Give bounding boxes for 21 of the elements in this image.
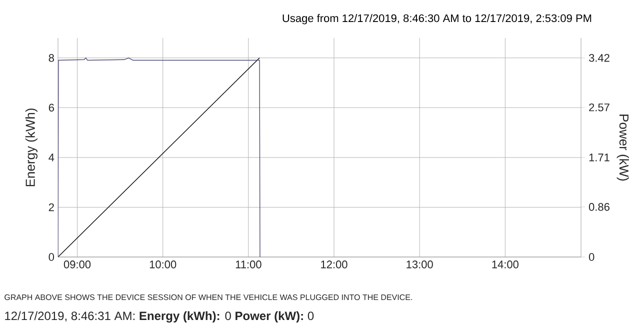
- text: GRAPH ABOVE SHOWS THE DEVICE SESSION OF WHEN THE VEHICLE WAS PLUGGED INTO THE DEVICE.: [4, 294, 412, 300]
- y-tick-label: 6: [48, 104, 54, 112]
- y2-tick-label: 0: [588, 253, 594, 261]
- y2-axis-title: Power (kW): [616, 114, 629, 181]
- y-tick-label: 4: [48, 154, 54, 162]
- x-tick-label: 10:00: [150, 260, 176, 268]
- y-tick-label: 0: [48, 253, 54, 261]
- y2-tick-label: 3.42: [588, 54, 610, 62]
- y2-tick-label: 0.86: [588, 203, 610, 211]
- x-tick-label: 12:00: [321, 260, 348, 268]
- chart-title: Usage from 12/17/2019, 8:46:30 AM to 12/17/2019, 2:53:09 PM: [282, 14, 592, 24]
- y-tick-label: 2: [48, 203, 54, 212]
- y2-tick-label: 2.57: [589, 104, 610, 112]
- x-tick-label: 14:00: [492, 260, 518, 268]
- y-axis-title: Energy (kWh): [25, 108, 38, 186]
- x-tick-label: 11:00: [236, 260, 262, 268]
- text: 12/17/2019, 8:46:31 AM: Energy (kWh): 0 Power (kW): 0: [5, 311, 314, 323]
- x-tick-label: 13:00: [406, 260, 433, 268]
- y2-tick-label: 1.71: [589, 154, 610, 162]
- y-tick-label: 8: [48, 54, 54, 62]
- x-tick-label: 09:00: [64, 260, 91, 268]
